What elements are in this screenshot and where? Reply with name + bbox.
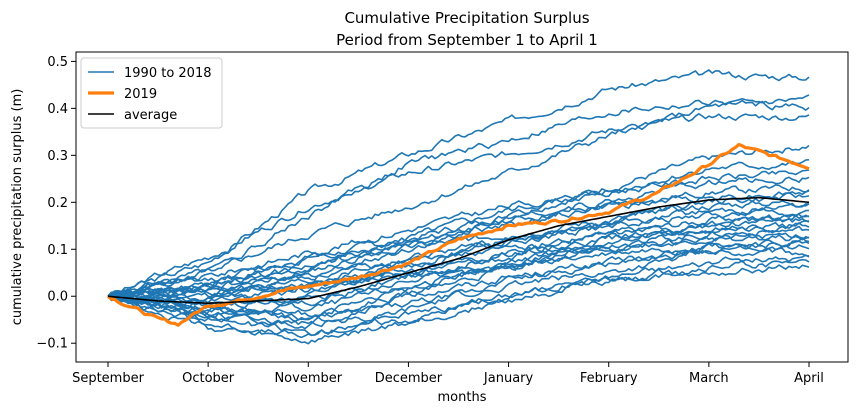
y-tick-label: 0.3 [47,149,68,164]
series-line-historic [107,232,810,330]
series-line-historic [107,258,810,345]
x-tick-label: October [182,371,235,386]
x-tick-label: April [794,371,824,386]
y-tick-label: 0.2 [47,196,68,211]
series-line-historic [107,222,810,321]
series-line-historic [107,176,810,305]
series-line-historic [107,94,810,297]
chart-subtitle: Period from September 1 to April 1 [336,31,598,49]
y-tick-label: 0.5 [47,55,68,70]
legend: 1990 to 2018 2019 average [80,57,223,129]
x-tick-label: November [274,371,342,386]
series-line-historic [107,225,810,302]
series-line-historic [108,247,810,318]
legend-label-current: 2019 [124,87,157,102]
y-axis: −0.1 0.0 0.1 0.2 0.3 0.4 0.5 [36,55,76,352]
series-line-historic [107,184,810,300]
series-layer [106,69,810,345]
y-tick-label: −0.1 [36,337,68,352]
plot-area [75,51,849,363]
x-tick-label: January [483,371,534,386]
series-line-historic [107,207,810,300]
series-line-historic [107,159,810,297]
series-line-average [107,196,810,305]
x-tick-label: February [580,371,638,386]
series-line-historic [107,169,810,297]
legend-label-historic: 1990 to 2018 [124,66,211,81]
y-tick-label: 0.0 [47,290,68,305]
series-line-historic [107,113,810,297]
series-line-2019 [106,142,810,327]
x-tick-label: December [375,371,443,386]
series-line-historic [107,99,810,297]
legend-box [80,57,223,129]
plot-frame [75,51,849,363]
x-axis-label: months [438,390,487,405]
y-tick-label: 0.1 [47,243,68,258]
x-tick-label: March [689,371,729,386]
series-line-historic [107,219,810,306]
x-tick-label: September [72,371,145,386]
series-line-historic [107,217,810,297]
x-axis: September October November December January F… [72,362,824,386]
y-axis-label: cumulative precipitation surplus (m) [10,89,25,326]
series-line-historic [107,69,810,297]
legend-label-average: average [124,108,177,123]
chart-title: Cumulative Precipitation Surplus [344,9,589,27]
series-line-historic [107,264,810,328]
y-tick-label: 0.4 [47,102,68,117]
series-line-historic [107,213,810,312]
